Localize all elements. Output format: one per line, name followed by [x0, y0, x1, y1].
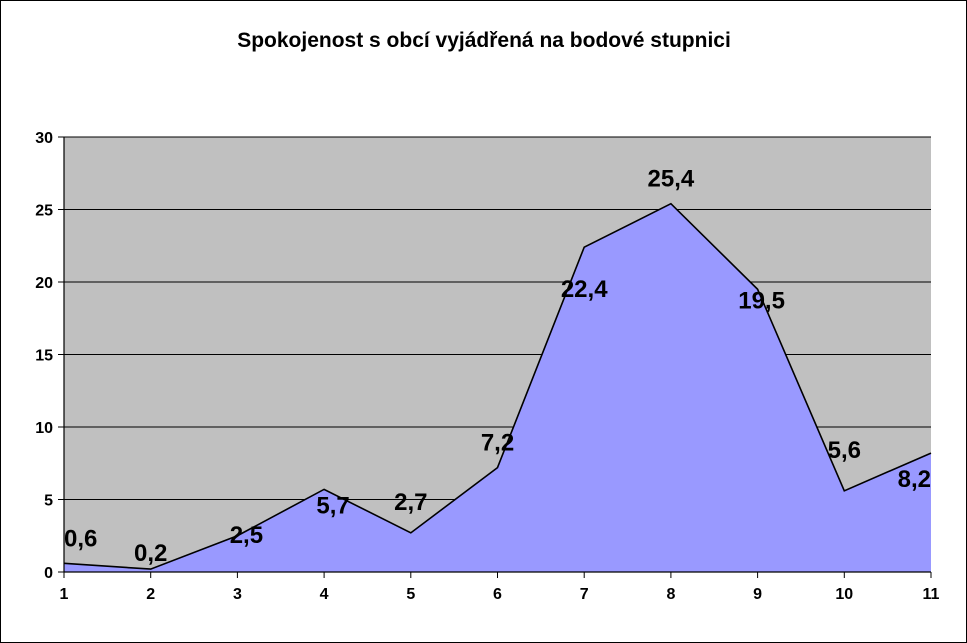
x-tick-label: 2 — [146, 586, 155, 603]
y-tick-label: 5 — [44, 493, 53, 510]
y-tick-label: 20 — [35, 275, 53, 292]
data-label: 5,7 — [316, 492, 349, 519]
y-tick-labels: 0 5 10 15 20 25 30 — [35, 130, 64, 582]
data-label: 0,6 — [64, 525, 97, 552]
data-label: 0,2 — [134, 540, 167, 567]
series-line — [63, 202, 932, 570]
x-tick-label: 9 — [753, 586, 762, 603]
data-label: 25,4 — [648, 166, 695, 193]
x-tick-label: 3 — [233, 586, 242, 603]
data-label: 22,4 — [561, 276, 608, 303]
x-tick-label: 7 — [580, 586, 589, 603]
x-tick-label: 5 — [406, 586, 415, 603]
y-tick-label: 30 — [35, 130, 53, 147]
x-tick-label: 8 — [666, 586, 675, 603]
data-label: 8,2 — [898, 466, 931, 493]
data-label: 5,6 — [828, 437, 861, 464]
x-tick-label: 10 — [835, 586, 853, 603]
x-tick-labels: 1 2 3 4 5 6 7 8 9 10 11 — [60, 572, 940, 603]
data-labels: 0,6 0,2 2,5 5,7 2,7 7,2 22,4 25,4 19,5 5,6 8,2 — [64, 166, 931, 567]
x-tick-label: 4 — [320, 586, 329, 603]
x-tick-label: 11 — [923, 586, 940, 603]
data-label: 7,2 — [481, 430, 514, 457]
y-tick-label: 0 — [44, 565, 53, 582]
x-tick-label: 6 — [493, 586, 502, 603]
area-series — [64, 203, 931, 572]
y-tick-label: 15 — [35, 348, 53, 365]
x-tick-label: 1 — [60, 586, 69, 603]
data-label: 2,5 — [230, 522, 263, 549]
data-label: 19,5 — [738, 287, 785, 314]
data-label: 2,7 — [394, 489, 427, 516]
chart-title: Spokojenost s obcí vyjádřená na bodové s… — [237, 29, 731, 52]
y-tick-label: 25 — [35, 203, 53, 220]
y-tick-label: 10 — [35, 420, 53, 437]
